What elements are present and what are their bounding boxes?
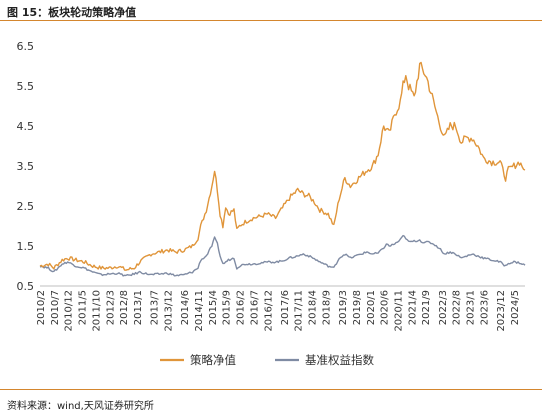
strategy-series-line [39,61,526,271]
legend-item-benchmark: 基准权益指数 [275,353,374,367]
x-tick-label: 2023/6 [479,290,490,325]
y-tick-label: 2.5 [17,200,35,213]
legend-label: 基准权益指数 [305,353,374,367]
chart-title: 图 15：板块轮动策略净值 [7,6,137,19]
x-tick-label: 2016/12 [263,290,274,332]
x-tick-label: 2011/5 [78,290,89,325]
y-tick-label: 5.5 [17,80,35,93]
y-tick-label: 4.5 [17,120,35,133]
x-tick-label: 2011/10 [91,290,102,332]
x-tick-label: 2017/6 [280,290,291,325]
x-tick-label: 2023/12 [496,290,507,332]
y-tick-label: 1.5 [17,240,35,253]
chart-legend: 策略净值 基准权益指数 [160,353,374,367]
x-tick-label: 2019/3 [338,290,349,325]
chart-axes: 0.5 1.5 2.5 3.5 4.5 5.5 6.5 2010/2 2010/7 2010/12… [17,40,525,332]
x-tick-label: 2022/3 [438,290,449,325]
source-divider [0,389,542,390]
x-tick-label: 2020/6 [380,290,391,325]
x-tick-label: 2015/4 [208,290,219,325]
x-tick-label: 2013/12 [163,290,174,332]
legend-label: 策略净值 [190,353,236,367]
legend-item-strategy: 策略净值 [160,353,236,367]
x-tick-label: 2013/1 [133,290,144,325]
x-tick-label: 2012/3 [105,290,116,325]
title-divider [0,20,542,21]
x-tick-label: 2010/12 [64,290,75,332]
x-tick-label: 2012/8 [119,290,130,325]
x-tick-label: 2010/7 [50,290,61,325]
x-tick-label: 2024/5 [510,290,521,325]
x-tick-label: 2018/9 [321,290,332,325]
x-tick-label: 2020/1 [366,290,377,325]
y-tick-label: 0.5 [17,280,35,293]
x-tick-label: 2016/7 [249,290,260,325]
x-tick-label: 2021/4 [407,290,418,325]
x-tick-label: 2014/11 [194,290,205,332]
x-tick-label: 2017/11 [294,290,305,332]
x-tick-label: 2010/2 [36,290,47,325]
benchmark-series-line [39,234,526,277]
x-tick-label: 2021/9 [421,290,432,325]
x-tick-label: 2018/4 [308,290,319,325]
y-tick-label: 6.5 [17,40,35,53]
x-tick-label: 2015/9 [222,290,233,325]
chart-series [39,61,526,277]
x-tick-label: 2016/2 [236,290,247,325]
x-tick-label: 2019/8 [352,290,363,325]
x-tick-label: 2013/7 [150,290,161,325]
line-chart: 0.5 1.5 2.5 3.5 4.5 5.5 6.5 2010/2 2010/7 2010/12… [17,40,526,367]
x-tick-label: 2014/6 [180,290,191,325]
x-tick-label: 2022/8 [452,290,463,325]
source-note: 资料来源：wind,天风证券研究所 [7,401,154,412]
y-tick-label: 3.5 [17,160,35,173]
x-tick-label: 2023/1 [466,290,477,325]
x-tick-label: 2020/11 [394,290,405,332]
